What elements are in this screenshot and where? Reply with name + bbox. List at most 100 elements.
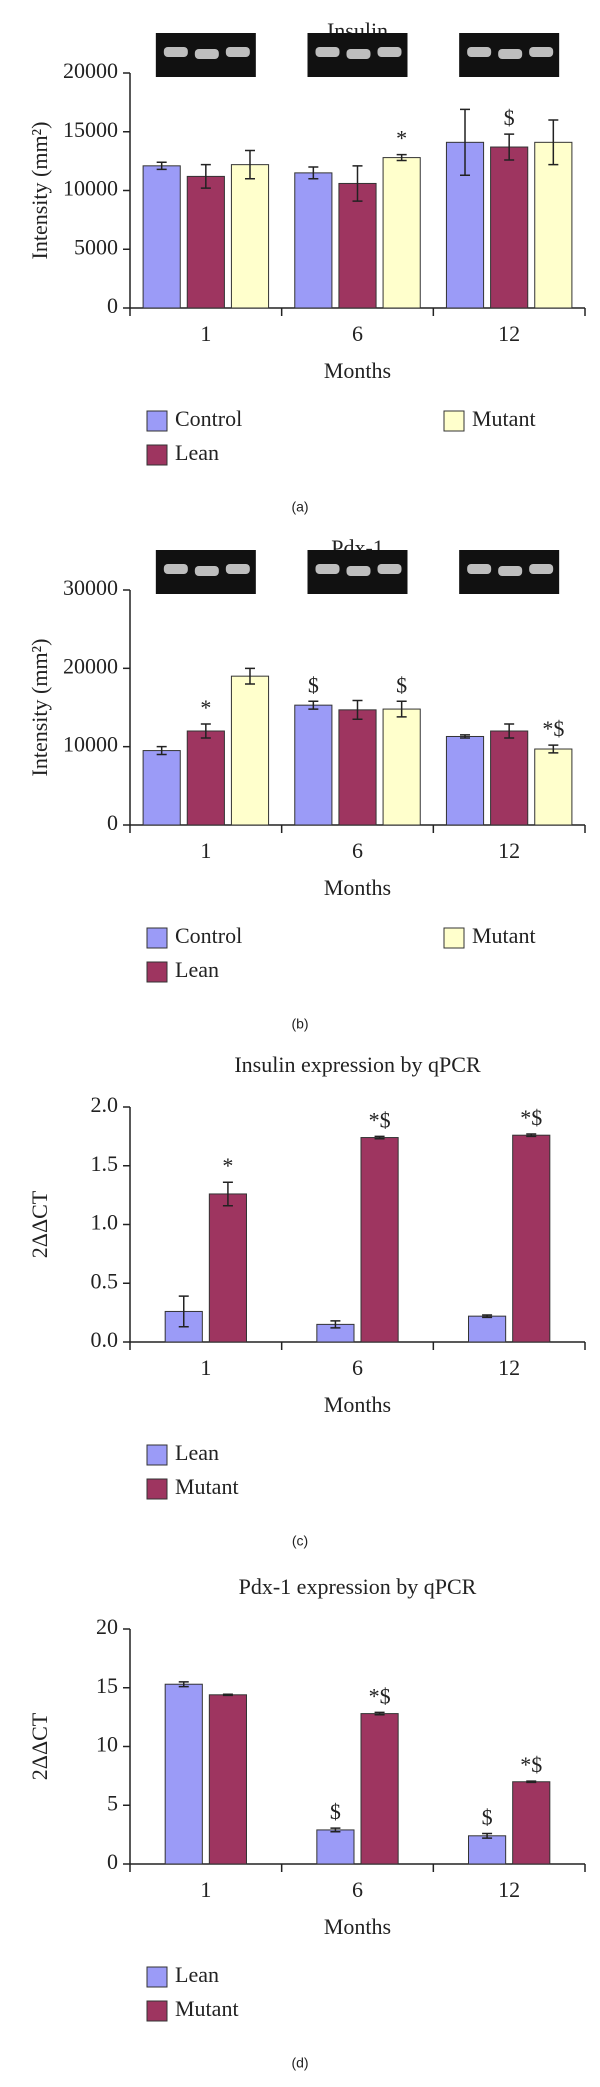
x-tick-label: 1: [200, 321, 211, 346]
bar: [360, 1713, 399, 1865]
x-tick-label: 1: [200, 838, 211, 863]
error-bar: [374, 1135, 385, 1140]
gel-band: [346, 49, 371, 59]
panel-label: (a): [291, 499, 308, 515]
gel-band: [194, 566, 219, 576]
gel-band: [194, 49, 219, 59]
bar: [186, 175, 225, 309]
error-bar: [156, 161, 167, 171]
significance-marker: $: [482, 1804, 493, 1829]
y-tick-label: 15: [96, 1673, 118, 1698]
legend-swatch: [443, 410, 465, 432]
error-bar: [330, 1827, 341, 1833]
error-bar: [396, 700, 407, 718]
y-tick-label: 30000: [63, 575, 118, 600]
error-bar: [178, 1681, 189, 1688]
bar: [294, 704, 333, 826]
y-tick-label: 20: [96, 1614, 118, 1639]
significance-marker: $: [504, 105, 515, 130]
error-bar: [330, 1320, 341, 1329]
chart-title: Insulin expression by qPCR: [234, 1052, 481, 1077]
y-tick-label: 1.0: [91, 1210, 119, 1235]
significance-marker: *$: [520, 1752, 542, 1777]
y-axis-label: Intensity (mm²): [27, 122, 52, 260]
y-tick-label: 2.0: [91, 1092, 119, 1117]
gel-band: [377, 47, 402, 57]
significance-marker: *$: [369, 1683, 391, 1708]
bar: [208, 1193, 247, 1343]
bar: [316, 1829, 355, 1865]
gel-band: [529, 564, 554, 574]
error-bar: [374, 1711, 385, 1716]
bar: [208, 1694, 247, 1865]
y-tick-label: 20000: [63, 653, 118, 678]
significance-marker: *: [200, 695, 211, 720]
panel-label: (d): [291, 2055, 308, 2071]
legend-label: Mutant: [175, 1996, 239, 2021]
y-tick-label: 0: [107, 293, 118, 318]
error-bar: [178, 1295, 189, 1328]
bar: [490, 146, 529, 309]
legend-label: Mutant: [175, 1474, 239, 1499]
bar: [142, 165, 181, 309]
x-tick-label: 12: [498, 1355, 520, 1380]
y-tick-label: 10000: [63, 176, 118, 201]
error-bar: [200, 163, 211, 189]
y-axis-label: Intensity (mm²): [27, 639, 52, 777]
error-bar: [308, 700, 319, 710]
significance-marker: $: [396, 672, 407, 697]
x-tick-label: 6: [352, 321, 363, 346]
error-bar: [460, 734, 471, 739]
legend-swatch: [146, 410, 168, 432]
chart-panel: Insulin expression by qPCR 2ΔΔCT 0.0 0.5 1.0…: [27, 1052, 586, 1549]
gel-band: [315, 47, 340, 57]
gel-band: [377, 564, 402, 574]
significance-marker: *: [222, 1153, 233, 1178]
x-tick-label: 12: [498, 1877, 520, 1902]
gel-band: [346, 566, 371, 576]
significance-marker: *$: [542, 716, 564, 741]
bar: [230, 675, 270, 826]
y-tick-label: 20000: [63, 58, 118, 83]
bar: [382, 157, 421, 309]
chart-panel: Pdx-1 expression by qPCR 2ΔΔCT 0 5 10 15 20 1 6 1…: [27, 1574, 586, 2071]
legend-label: Control: [175, 406, 242, 431]
bar: [445, 735, 485, 826]
significance-marker: *: [396, 126, 407, 151]
gel-band: [315, 564, 340, 574]
gel-band: [498, 49, 523, 59]
bar: [468, 1315, 507, 1343]
error-bar: [244, 149, 255, 180]
x-tick-label: 12: [498, 321, 520, 346]
legend-label: Lean: [175, 957, 219, 982]
error-bar: [482, 1314, 493, 1319]
error-bar: [352, 165, 363, 202]
bar: [512, 1781, 551, 1865]
panel-label: (c): [292, 1533, 308, 1549]
y-tick-label: 10000: [63, 732, 118, 757]
error-bar: [482, 1832, 493, 1839]
x-tick-label: 12: [498, 838, 520, 863]
error-bar: [222, 1181, 233, 1207]
y-tick-label: 0.5: [91, 1268, 119, 1293]
bar: [338, 182, 377, 309]
panel-label: (b): [291, 1016, 308, 1032]
y-tick-label: 0: [107, 1849, 118, 1874]
bar: [164, 1683, 203, 1865]
bar: [338, 709, 377, 826]
y-tick-label: 10: [96, 1732, 118, 1757]
gel-band: [225, 47, 250, 57]
x-tick-label: 1: [200, 1355, 211, 1380]
gel-band: [467, 564, 492, 574]
x-axis-label: Months: [324, 1392, 391, 1417]
chart-title: Pdx-1 expression by qPCR: [239, 1574, 477, 1599]
legend-swatch: [146, 444, 168, 466]
y-axis-label: 2ΔΔCT: [27, 1712, 52, 1780]
bar: [186, 730, 225, 826]
error-bar: [548, 119, 559, 166]
bar: [382, 708, 421, 826]
error-bar: [504, 133, 515, 161]
error-bar: [156, 745, 167, 756]
y-tick-label: 5000: [74, 234, 118, 259]
